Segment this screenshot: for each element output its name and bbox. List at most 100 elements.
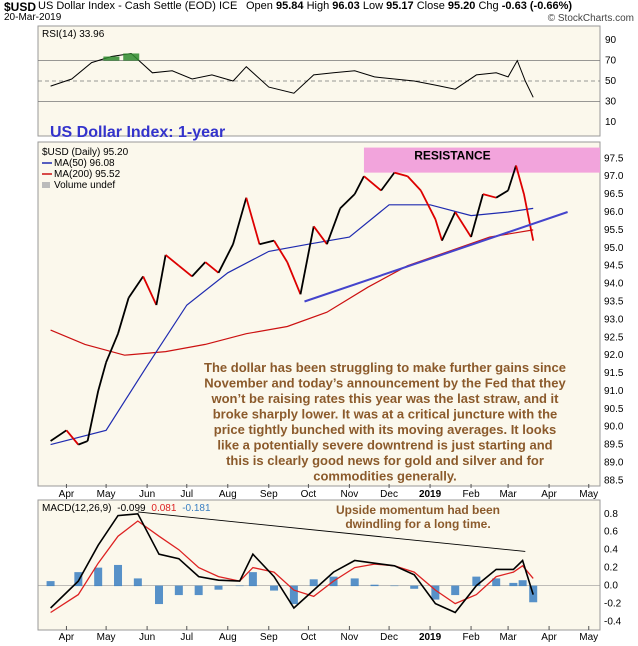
macd-hist-bar bbox=[248, 572, 257, 587]
macd-hist-bar bbox=[492, 578, 501, 587]
ma50-line bbox=[50, 204, 534, 446]
macd-x-tick-label: 2019 bbox=[419, 632, 442, 643]
macd-tick-label: 0.2 bbox=[604, 563, 618, 574]
open-label: Open bbox=[246, 0, 273, 12]
price-x-tick-label: 2019 bbox=[419, 489, 442, 500]
macd-x-ticks: Apr May Jun Jul Aug Sep Oct Nov Dec 2019 Feb Mar Apr… bbox=[59, 626, 598, 643]
high-value: 96.03 bbox=[332, 0, 360, 12]
close-label: Close bbox=[416, 0, 445, 12]
price-segment bbox=[394, 171, 408, 178]
price-segment bbox=[515, 165, 525, 195]
close-value: 95.20 bbox=[447, 0, 476, 12]
price-tick-label: 90.0 bbox=[604, 422, 624, 433]
macd-note-line2: dwindling for a long time. bbox=[345, 517, 490, 531]
price-tick-label: 94.5 bbox=[604, 261, 624, 272]
price-tick-label: 89.0 bbox=[604, 458, 624, 469]
price-segment bbox=[97, 362, 107, 392]
rsi-legend: RSI(14) 33.96 bbox=[42, 29, 105, 40]
macd-hist-bar bbox=[46, 581, 55, 587]
macd-hist-bar bbox=[472, 576, 481, 587]
macd-x-tick-label: May bbox=[579, 632, 598, 643]
low-label: Low bbox=[362, 0, 384, 12]
price-tick-label: 88.5 bbox=[604, 475, 624, 486]
macd-tick-label: 0.6 bbox=[604, 527, 618, 538]
price-x-tick-label: Apr bbox=[541, 489, 557, 500]
macd-tick-label: -0.2 bbox=[604, 599, 622, 610]
macd-hist-bar bbox=[518, 580, 527, 587]
price-segment bbox=[380, 172, 396, 192]
macd-legend-value: -0.099 bbox=[117, 503, 146, 514]
price-segment bbox=[127, 275, 144, 299]
price-segment bbox=[507, 165, 517, 191]
resistance-zone bbox=[363, 147, 600, 173]
commentary-line: The dollar has been struggling to make f… bbox=[204, 360, 566, 375]
price-segment bbox=[523, 193, 535, 241]
commentary-line: this is clearly good news for gold and s… bbox=[226, 453, 544, 468]
rsi-series bbox=[50, 52, 534, 98]
rsi-tick-label: 70 bbox=[605, 56, 617, 67]
symbol: $USD bbox=[4, 0, 37, 14]
commentary-line: like a potentially severe downtrend is j… bbox=[217, 438, 552, 453]
macd-hist-bar bbox=[431, 585, 440, 600]
price-segment bbox=[232, 197, 248, 245]
commentary-line: price tightly bunched with its moving av… bbox=[214, 422, 556, 437]
price-tick-label: 94.0 bbox=[604, 279, 624, 290]
price-segment bbox=[363, 175, 382, 192]
macd-signal-line bbox=[50, 520, 534, 614]
high-label: High bbox=[306, 0, 330, 12]
macd-hist-bar bbox=[390, 585, 399, 587]
macd-hist-bar bbox=[309, 579, 318, 587]
macd-hist-bar bbox=[289, 585, 298, 605]
macd-hist-bar bbox=[235, 585, 244, 587]
price-segment bbox=[482, 193, 497, 199]
price-segment bbox=[441, 211, 457, 242]
rsi-overbought-fill bbox=[123, 53, 140, 61]
legend-volume: Volume undef bbox=[54, 180, 115, 191]
price-x-ticks: Apr May Jun Jul Aug Sep Oct Nov Dec 2019 Feb Mar Apr… bbox=[59, 484, 598, 500]
price-segment bbox=[245, 197, 261, 245]
trendline bbox=[304, 211, 568, 303]
price-tick-label: 93.5 bbox=[604, 296, 624, 307]
price-segment bbox=[78, 440, 88, 446]
macd-x-tick-label: May bbox=[97, 632, 116, 643]
price-x-tick-label: Oct bbox=[301, 489, 317, 500]
macd-panel-bg bbox=[37, 499, 601, 631]
price-x-tick-label: Sep bbox=[260, 489, 278, 500]
macd-lines bbox=[50, 511, 534, 614]
price-tick-label: 97.0 bbox=[604, 171, 624, 182]
price-segment bbox=[406, 175, 422, 192]
price-tick-label: 92.5 bbox=[604, 332, 624, 343]
chart-date: 20-Mar-2019 bbox=[4, 12, 62, 23]
rsi-y-ticks: 90 70 50 30 10 bbox=[605, 35, 617, 128]
macd-hist-bar bbox=[350, 578, 359, 587]
price-legend: $USD (Daily) 95.20 MA(50) 96.08 MA(200) … bbox=[42, 147, 129, 191]
price-segment bbox=[191, 261, 206, 278]
price-tick-label: 96.5 bbox=[604, 189, 624, 200]
rsi-tick-label: 90 bbox=[605, 35, 617, 46]
macd-legend-signal: 0.081 bbox=[151, 503, 176, 514]
macd-x-tick-label: Dec bbox=[380, 632, 398, 643]
price-segment bbox=[117, 297, 130, 334]
price-tick-label: 95.0 bbox=[604, 243, 624, 254]
price-segment bbox=[155, 254, 167, 306]
rsi-tick-label: 50 bbox=[605, 76, 617, 87]
price-segment bbox=[217, 243, 234, 274]
price-segment bbox=[326, 208, 342, 245]
macd-x-tick-label: Feb bbox=[462, 632, 480, 643]
macd-hist-bar bbox=[114, 564, 123, 587]
legend-volume-swatch bbox=[42, 182, 50, 188]
macd-hist-bar bbox=[133, 578, 142, 587]
macd-note-line1: Upside momentum had been bbox=[336, 503, 500, 517]
ma200-line bbox=[50, 229, 534, 356]
macd-panel: 0.8 0.6 0.4 0.2 0.0 -0.2 -0.4 Apr May Jun Jul Aug S… bbox=[37, 499, 622, 643]
ohlc-readout: Open 95.84 High 96.03 Low 95.17 Close 95… bbox=[246, 0, 572, 12]
price-panel-bg bbox=[37, 141, 601, 487]
macd-x-tick-label: Jun bbox=[139, 632, 155, 643]
price-segment bbox=[65, 429, 80, 446]
macd-tick-label: -0.4 bbox=[604, 617, 622, 628]
price-segment bbox=[105, 333, 119, 363]
price-segment bbox=[178, 264, 193, 278]
macd-legend-label: MACD(12,26,9) bbox=[42, 503, 111, 514]
rsi-tick-label: 10 bbox=[605, 117, 617, 128]
macd-legend: MACD(12,26,9) -0.099 0.081 -0.181 bbox=[42, 503, 211, 514]
